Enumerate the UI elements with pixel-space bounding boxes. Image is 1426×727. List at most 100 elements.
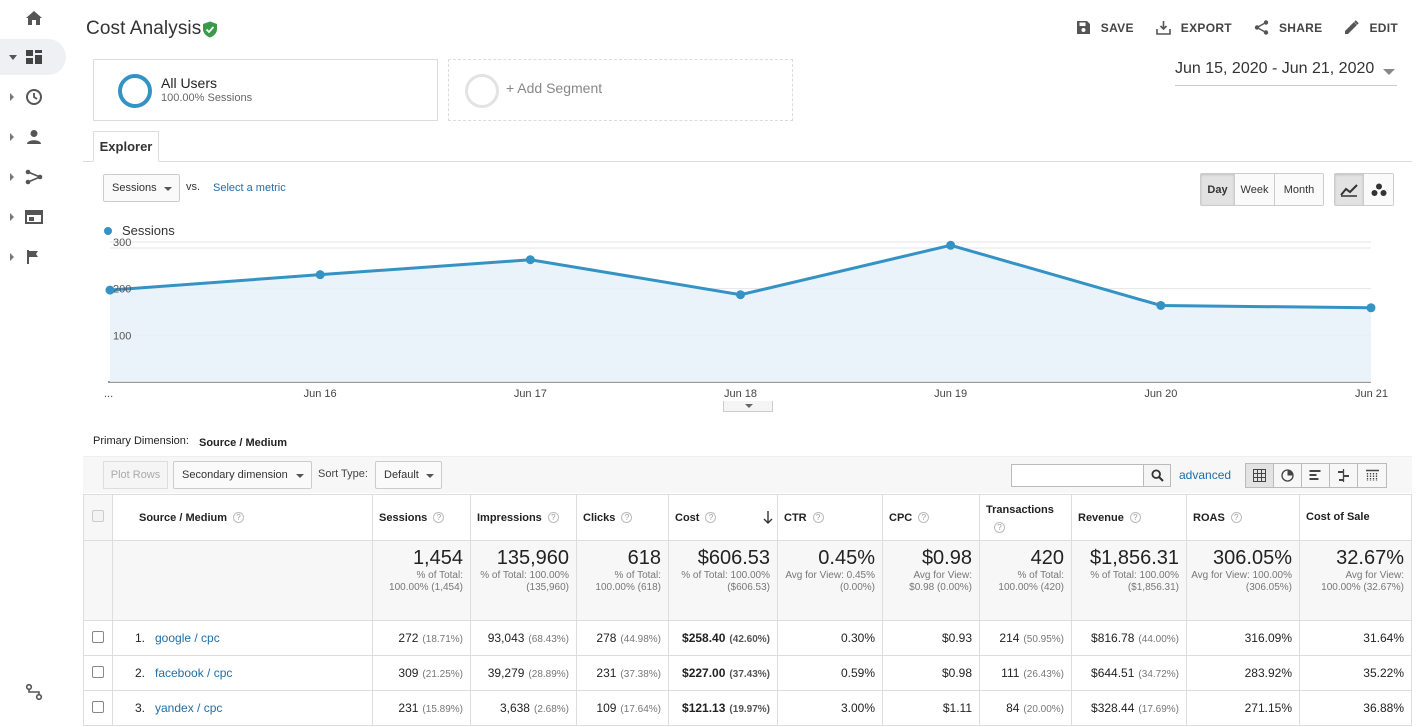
- total-impressions: 135,960% of Total: 100.00% (135,960): [470, 540, 577, 621]
- date-range-picker[interactable]: Jun 15, 2020 - Jun 21, 2020: [1175, 60, 1397, 86]
- page-title: Cost Analysis: [86, 18, 202, 39]
- attribution-icon: [25, 683, 43, 701]
- total-clicks: 618% of Total: 100.00% (618): [576, 540, 669, 621]
- column-header-clicks[interactable]: Clicks?: [576, 494, 669, 541]
- table-search-input[interactable]: [1011, 464, 1144, 487]
- share-button[interactable]: SHARE: [1254, 20, 1323, 35]
- day-button[interactable]: Day: [1201, 174, 1235, 205]
- source-medium-link[interactable]: google / cpc: [155, 631, 220, 645]
- nav-behavior[interactable]: [0, 199, 68, 235]
- impressions-cell: 3,638 (2.68%): [470, 690, 577, 726]
- select-metric-link[interactable]: Select a metric: [213, 182, 286, 194]
- help-icon[interactable]: ?: [812, 512, 824, 524]
- chart-collapse-handle[interactable]: [723, 401, 773, 412]
- edit-button[interactable]: EDIT: [1344, 20, 1398, 35]
- nav-home[interactable]: [0, 0, 68, 36]
- help-icon[interactable]: ?: [621, 512, 633, 524]
- help-icon[interactable]: ?: [1230, 512, 1242, 524]
- column-header-source-medium[interactable]: Source / Medium?: [112, 494, 373, 541]
- row-checkbox[interactable]: [92, 665, 104, 678]
- tab-explorer[interactable]: Explorer: [93, 131, 159, 162]
- nav-conversions[interactable]: [0, 239, 68, 275]
- chevron-down-icon: [426, 474, 434, 478]
- value: 272: [398, 631, 419, 645]
- plot-rows-button[interactable]: Plot Rows: [103, 461, 168, 489]
- export-icon: [1155, 21, 1171, 35]
- chevron-right-icon: [10, 213, 14, 221]
- week-button[interactable]: Week: [1235, 174, 1275, 205]
- primary-dimension-value[interactable]: Source / Medium: [199, 437, 288, 449]
- column-header-sessions[interactable]: Sessions?: [372, 494, 471, 541]
- segment-all-users[interactable]: All Users 100.00% Sessions: [93, 59, 438, 121]
- advanced-filter-link[interactable]: advanced: [1179, 468, 1232, 482]
- help-icon[interactable]: ?: [705, 512, 717, 524]
- help-icon[interactable]: ?: [1129, 512, 1141, 524]
- data-table: Source / Medium? Sessions? Impressions? …: [83, 494, 1412, 726]
- add-segment-button[interactable]: + Add Segment: [448, 59, 793, 121]
- cpc-cell: $0.98: [882, 655, 980, 691]
- column-header-transactions[interactable]: Transactions?: [979, 494, 1072, 541]
- source-medium-link[interactable]: yandex / cpc: [155, 701, 223, 715]
- cost-cell: $227.00 (37.43%): [668, 655, 778, 691]
- column-header-impressions[interactable]: Impressions?: [470, 494, 577, 541]
- chevron-down-icon: [9, 54, 17, 60]
- percent: (19.97%): [729, 704, 770, 715]
- line-chart-button[interactable]: [1335, 174, 1364, 205]
- value: $121.13: [682, 701, 726, 715]
- column-header-revenue[interactable]: Revenue?: [1071, 494, 1187, 541]
- total-note: % of Total: 100.00% (135,960): [480, 570, 569, 593]
- data-view-button[interactable]: [1246, 464, 1274, 487]
- source-medium-cell: 2. facebook / cpc: [112, 655, 373, 691]
- secondary-dimension-select[interactable]: Secondary dimension: [173, 461, 312, 489]
- value: 35.22%: [1363, 666, 1404, 680]
- column-header-cost[interactable]: Cost?: [668, 494, 778, 541]
- performance-view-button[interactable]: [1302, 464, 1330, 487]
- total-value: 135,960: [496, 547, 569, 569]
- row-checkbox[interactable]: [92, 700, 104, 713]
- select-all-checkbox[interactable]: [92, 510, 104, 522]
- revenue-cell: $328.44 (17.69%): [1071, 690, 1187, 726]
- edit-label: EDIT: [1369, 20, 1398, 35]
- header-actions: SAVE EXPORT SHARE EDIT: [1076, 20, 1398, 35]
- help-icon[interactable]: ?: [433, 512, 445, 524]
- total-note: Avg for View: 0.45% (0.00%): [785, 570, 875, 593]
- value: 0.59%: [840, 666, 875, 680]
- sessions-cell: 309 (21.25%): [372, 655, 471, 691]
- nav-audience[interactable]: [0, 119, 68, 155]
- save-button[interactable]: SAVE: [1076, 20, 1134, 35]
- row-checkbox[interactable]: [92, 630, 104, 643]
- column-header-cost-of-sale[interactable]: Cost of Sale: [1299, 494, 1412, 541]
- share-icon: [1254, 20, 1269, 35]
- value: 93,043: [487, 631, 525, 645]
- column-header-cpc[interactable]: CPC?: [882, 494, 980, 541]
- total-revenue: $1,856.31% of Total: 100.00% ($1,856.31): [1071, 540, 1187, 621]
- help-icon[interactable]: ?: [547, 512, 559, 524]
- help-icon[interactable]: ?: [994, 522, 1005, 533]
- segment-placeholder-ring-icon: [465, 74, 499, 108]
- chevron-down-icon: [1383, 69, 1395, 75]
- help-icon[interactable]: ?: [918, 512, 930, 524]
- cpc-cell: $1.11: [882, 690, 980, 726]
- column-header-roas[interactable]: ROAS?: [1186, 494, 1300, 541]
- metric-select[interactable]: Sessions: [103, 174, 180, 202]
- source-medium-link[interactable]: facebook / cpc: [155, 666, 233, 680]
- y-tick-label: 200: [113, 284, 131, 296]
- percent: (2.68%): [533, 704, 569, 715]
- column-header-ctr[interactable]: CTR?: [777, 494, 883, 541]
- nav-attribution[interactable]: [0, 674, 68, 710]
- help-icon[interactable]: ?: [233, 512, 245, 524]
- nav-customization[interactable]: [0, 39, 66, 75]
- search-button[interactable]: [1143, 464, 1171, 487]
- sort-type-select[interactable]: Default: [375, 461, 442, 489]
- comparison-view-button[interactable]: [1330, 464, 1358, 487]
- export-button[interactable]: EXPORT: [1155, 20, 1232, 35]
- percent: (37.38%): [620, 669, 661, 680]
- motion-chart-button[interactable]: [1364, 174, 1393, 205]
- nav-acquisition[interactable]: [0, 159, 68, 195]
- legend-label: Sessions: [122, 223, 175, 238]
- value: 214: [999, 631, 1020, 645]
- percentage-view-button[interactable]: [1274, 464, 1302, 487]
- month-button[interactable]: Month: [1275, 174, 1323, 205]
- nav-realtime[interactable]: [0, 79, 68, 115]
- pivot-view-button[interactable]: [1358, 464, 1386, 487]
